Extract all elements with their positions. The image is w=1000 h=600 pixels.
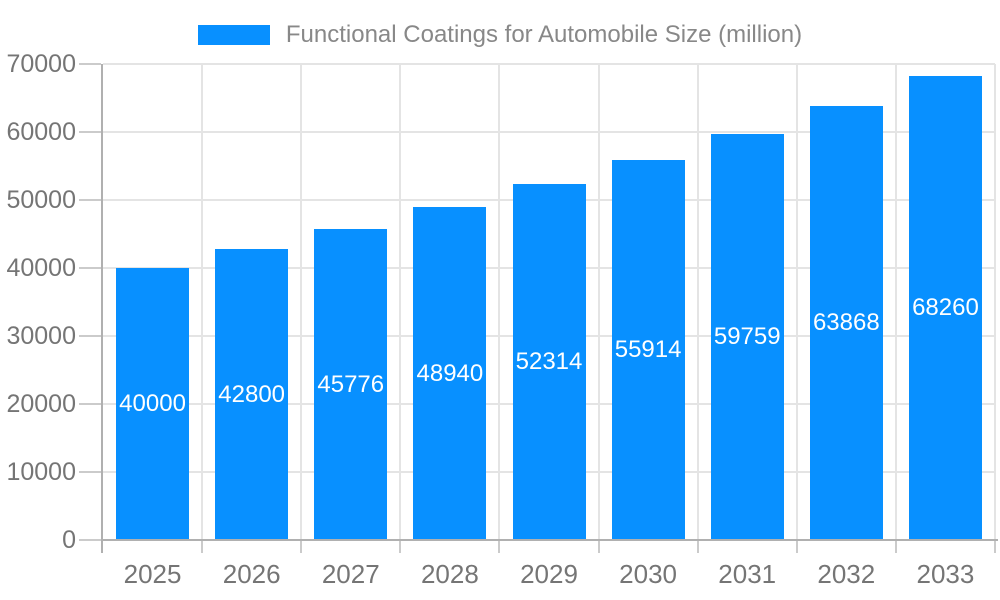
bar-2027[interactable]: 45776 bbox=[314, 229, 388, 540]
gridline-v-9 bbox=[994, 64, 996, 540]
bar-value-label-2025: 40000 bbox=[119, 390, 186, 417]
bar-2026[interactable]: 42800 bbox=[215, 249, 289, 540]
bar-value-label-2026: 42800 bbox=[218, 380, 286, 408]
x-tick-8 bbox=[894, 541, 897, 553]
y-tick-label-20000: 20000 bbox=[6, 390, 76, 418]
x-axis-label-2030: 2030 bbox=[619, 559, 678, 589]
bar-2031[interactable]: 59759 bbox=[710, 134, 784, 540]
x-tick-2 bbox=[300, 541, 303, 553]
x-tick-4 bbox=[498, 541, 501, 553]
gridline-v-2 bbox=[300, 64, 303, 540]
bar-2032[interactable]: 63868 bbox=[809, 106, 883, 540]
y-tick-label-70000: 70000 bbox=[6, 50, 76, 78]
y-tick-label-10000: 10000 bbox=[6, 458, 76, 486]
y-tick-label-60000: 60000 bbox=[6, 118, 76, 146]
gridline-h-70000 bbox=[103, 63, 995, 65]
gridline-v-1 bbox=[201, 64, 204, 540]
bar-2028[interactable]: 48940 bbox=[413, 207, 487, 540]
y-tick-30000 bbox=[79, 335, 101, 337]
y-tick-label-30000: 30000 bbox=[6, 322, 76, 350]
x-tick-5 bbox=[597, 541, 600, 553]
x-axis-line bbox=[101, 539, 998, 541]
x-axis-label-2033: 2033 bbox=[916, 559, 975, 589]
bar-value-label-2030: 55914 bbox=[614, 336, 682, 363]
bar-2033[interactable]: 68260 bbox=[908, 76, 982, 540]
gridline-v-8 bbox=[894, 64, 897, 540]
gridline-v-5 bbox=[597, 64, 600, 540]
y-tick-20000 bbox=[79, 403, 101, 405]
y-tick-0 bbox=[79, 539, 101, 541]
plot-area: 40000 42800 45776 48940 52314 55914 59759 63868… bbox=[103, 63, 996, 540]
y-tick-40000 bbox=[79, 267, 101, 269]
gridline-v-6 bbox=[696, 64, 699, 540]
chart-legend: Functional Coatings for Automobile Size … bbox=[0, 21, 1000, 49]
y-tick-70000 bbox=[79, 63, 101, 65]
gridline-v-7 bbox=[795, 64, 798, 540]
gridline-v-4 bbox=[498, 64, 501, 540]
y-tick-label-40000: 40000 bbox=[6, 254, 76, 282]
bar-value-label-2029: 52314 bbox=[515, 348, 583, 375]
x-axis-label-2027: 2027 bbox=[321, 559, 380, 589]
x-axis-label-2025: 2025 bbox=[123, 559, 182, 589]
gridline-v-3 bbox=[399, 64, 402, 540]
chart-title: Functional Coatings for Automobile Size … bbox=[285, 21, 803, 48]
gridline-h-60000 bbox=[103, 131, 995, 133]
y-tick-label-0: 0 bbox=[62, 526, 76, 554]
bar-value-label-2033: 68260 bbox=[912, 294, 979, 321]
x-axis-label-2029: 2029 bbox=[520, 559, 578, 589]
x-tick-1 bbox=[201, 541, 204, 553]
x-axis-label-2032: 2032 bbox=[817, 559, 876, 589]
y-tick-10000 bbox=[79, 471, 101, 473]
x-axis-label-2026: 2026 bbox=[222, 559, 281, 589]
x-axis-label-2031: 2031 bbox=[718, 559, 777, 589]
y-tick-50000 bbox=[79, 199, 101, 201]
bar-value-label-2027: 45776 bbox=[317, 370, 385, 398]
x-tick-7 bbox=[795, 541, 798, 553]
y-tick-label-50000: 50000 bbox=[6, 186, 76, 214]
bar-value-label-2032: 63868 bbox=[812, 309, 880, 336]
y-tick-60000 bbox=[79, 131, 101, 133]
x-tick-3 bbox=[399, 541, 402, 553]
bar-value-label-2028: 48940 bbox=[416, 359, 484, 387]
x-tick-6 bbox=[696, 541, 699, 553]
x-axis-label-2028: 2028 bbox=[420, 559, 479, 589]
bar-value-label-2031: 59759 bbox=[713, 323, 781, 350]
x-tick-9 bbox=[994, 541, 996, 553]
y-axis-line bbox=[101, 64, 103, 553]
bar-2029[interactable]: 52314 bbox=[512, 184, 586, 540]
bar-2025[interactable]: 40000 bbox=[116, 268, 190, 540]
bar-2030[interactable]: 55914 bbox=[611, 160, 685, 540]
legend-swatch[interactable] bbox=[197, 25, 270, 45]
